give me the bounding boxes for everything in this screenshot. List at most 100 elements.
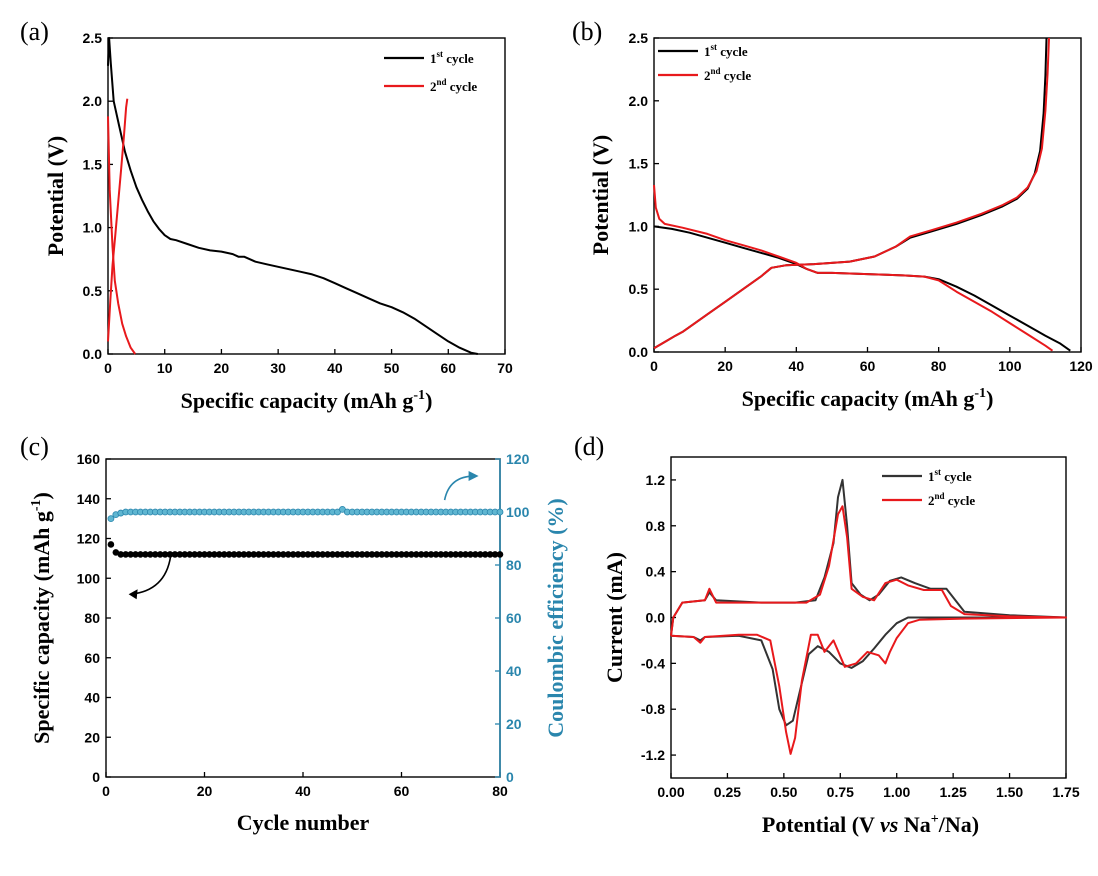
y-tick-label-c: 20 — [84, 729, 100, 745]
legend-label-d: 2nd cycle — [928, 491, 975, 508]
panel-label-b: (b) — [572, 17, 602, 46]
series-line-b — [653, 225, 1071, 352]
y-tick-label-b: 1.5 — [629, 156, 649, 172]
y-tick-label-d: -1.2 — [641, 747, 665, 763]
x-tick-label-b: 120 — [1069, 358, 1093, 374]
y-axis-label-d: Current (mA) — [602, 552, 627, 683]
x-tick-label-a: 30 — [270, 360, 286, 376]
x-axis-label-a: Specific capacity (mAh g-1) — [181, 388, 433, 413]
x-tick-label-a: 70 — [497, 360, 513, 376]
x-tick-label-a: 0 — [104, 360, 112, 376]
capacity-point — [107, 541, 115, 548]
legend-label-b: 1st cycle — [704, 42, 748, 59]
y-tick-label-b: 2.5 — [629, 30, 649, 46]
x-tick-label-a: 50 — [384, 360, 400, 376]
x-tick-label-d: 0.00 — [657, 784, 684, 800]
series-line-b — [653, 37, 1048, 350]
y-tick-label-b: 2.0 — [629, 93, 649, 109]
y-tick-label-d: 0.4 — [646, 564, 666, 580]
x-tick-label-b: 100 — [998, 358, 1022, 374]
y-tick-label-d: 0.8 — [646, 518, 666, 534]
x-tick-label-c: 60 — [394, 783, 410, 799]
x-tick-label-a: 10 — [157, 360, 173, 376]
x-tick-label-b: 60 — [860, 358, 876, 374]
plot-frame-b — [653, 37, 1082, 353]
y-tick-label-b: 1.0 — [629, 218, 649, 234]
capacity-axis-arrow — [130, 556, 172, 596]
plot-frame-a — [107, 37, 506, 355]
x-tick-label-c: 80 — [492, 783, 508, 799]
x-tick-label-b: 20 — [717, 358, 733, 374]
efficiency-point — [496, 508, 504, 516]
legend-label-d: 1st cycle — [928, 467, 972, 484]
y-tick-label-a: 2.0 — [83, 93, 103, 109]
x-tick-label-d: 1.00 — [883, 784, 910, 800]
y-tick-label-c: 120 — [77, 531, 101, 547]
right-y-tick-label: 100 — [506, 504, 530, 520]
y-tick-label-c: 40 — [84, 690, 100, 706]
x-tick-label-b: 0 — [650, 358, 658, 374]
right-axis-label-c: Coulombic efficiency (%) — [543, 498, 568, 738]
series-line-a — [107, 98, 129, 342]
y-tick-label-c: 160 — [77, 451, 101, 467]
panel-b: 0 20 40 60 80 100 120 0.0 0.5 1.0 1.5 2.0 2.5 1st cyc… — [572, 17, 1093, 411]
y-tick-label-a: 0.0 — [83, 346, 103, 362]
x-tick-label-b: 40 — [789, 358, 805, 374]
x-tick-label-c: 0 — [102, 783, 110, 799]
plot-frame-c — [105, 458, 501, 778]
series-line-d — [670, 505, 1067, 755]
y-tick-label-d: -0.8 — [641, 701, 665, 717]
x-tick-label-a: 60 — [440, 360, 456, 376]
y-tick-label-a: 2.5 — [83, 30, 103, 46]
y-tick-label-c: 0 — [92, 769, 100, 785]
panel-label-d: (d) — [574, 432, 604, 461]
x-axis-label-c: Cycle number — [237, 810, 370, 835]
series-line-b — [653, 37, 1050, 350]
y-tick-label-d: 0.0 — [646, 610, 666, 626]
panel-d: 0.00 0.25 0.50 0.75 1.00 1.25 1.50 1.75 -1.2 -0.8… — [574, 432, 1080, 837]
y-tick-label-c: 140 — [77, 491, 101, 507]
y-tick-label-a: 1.0 — [83, 220, 103, 236]
right-y-tick-label: 0 — [506, 769, 514, 785]
y-tick-label-a: 0.5 — [83, 283, 103, 299]
x-axis-label-b: Specific capacity (mAh g-1) — [742, 386, 994, 411]
x-tick-label-c: 20 — [197, 783, 213, 799]
y-tick-label-a: 1.5 — [83, 156, 103, 172]
y-tick-label-c: 80 — [84, 610, 100, 626]
capacity-point — [496, 551, 504, 558]
x-axis-label-d: Potential (V vs Na+/Na) — [762, 812, 979, 837]
capacity-arrowhead — [128, 589, 138, 600]
x-tick-label-a: 20 — [214, 360, 230, 376]
panel-label-a: (a) — [20, 17, 49, 46]
right-y-tick-label: 60 — [506, 610, 522, 626]
right-y-tick-label: 40 — [506, 663, 522, 679]
x-tick-label-b: 80 — [931, 358, 947, 374]
efficiency-point — [107, 515, 115, 523]
x-tick-label-d: 1.50 — [996, 784, 1023, 800]
right-y-tick-label: 80 — [506, 557, 522, 573]
series-line-b — [653, 184, 1054, 352]
right-y-tick-label: 20 — [506, 716, 522, 732]
x-tick-label-d: 0.25 — [714, 784, 741, 800]
y-tick-label-c: 100 — [77, 570, 101, 586]
y-axis-label-c: Specific capacity (mAh g-1) — [29, 492, 54, 744]
y-tick-label-b: 0.0 — [629, 344, 649, 360]
efficiency-arrowhead — [468, 471, 479, 482]
panel-label-c: (c) — [20, 432, 49, 461]
x-tick-label-d: 0.50 — [770, 784, 797, 800]
y-tick-label-b: 0.5 — [629, 281, 649, 297]
legend-label-b: 2nd cycle — [704, 66, 751, 83]
panel-c: 0 20 40 60 800204060801001201401600204060801… — [20, 432, 568, 835]
y-tick-label-d: 1.2 — [646, 472, 666, 488]
legend-label-a: 1st cycle — [430, 49, 474, 66]
x-tick-label-c: 40 — [295, 783, 311, 799]
y-axis-label-b: Potential (V) — [588, 135, 613, 255]
legend-label-a: 2nd cycle — [430, 77, 477, 94]
right-y-tick-label: 120 — [506, 451, 530, 467]
panel-a: 0 10 20 30 40 50 60 70 0.0 0.5 1.0 1.5 2.0 2.5 1st cyc… — [20, 17, 513, 413]
x-tick-label-d: 0.75 — [827, 784, 854, 800]
x-tick-label-a: 40 — [327, 360, 343, 376]
y-tick-label-c: 60 — [84, 650, 100, 666]
y-axis-label-a: Potential (V) — [43, 136, 68, 256]
